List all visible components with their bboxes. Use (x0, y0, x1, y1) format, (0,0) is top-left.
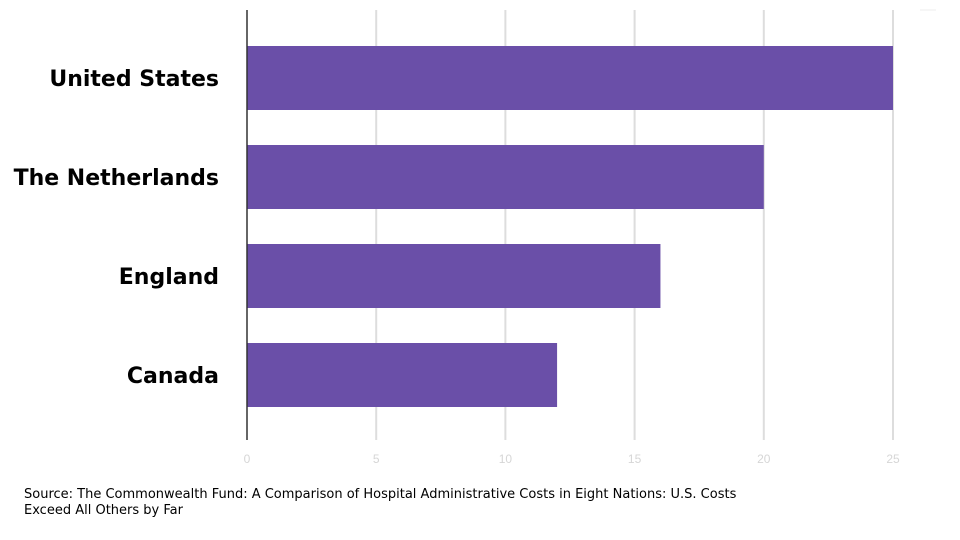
category-label: United States (49, 67, 219, 92)
x-tick-label: 10 (499, 452, 513, 466)
category-label: Canada (127, 364, 219, 389)
x-tick-label: 5 (373, 452, 380, 466)
x-tick-label: 25 (886, 452, 900, 466)
category-label: England (119, 265, 219, 290)
bars (247, 46, 893, 407)
bar (247, 244, 661, 308)
category-label: The Netherlands (14, 166, 219, 191)
x-tick-label: 0 (244, 452, 251, 466)
bar (247, 343, 558, 407)
x-tick-label: 20 (757, 452, 771, 466)
source-note: Source: The Commonwealth Fund: A Compari… (24, 487, 737, 518)
bar (247, 46, 893, 110)
category-labels: United States The Netherlands England Canad… (14, 67, 219, 389)
bar-chart: United States The Netherlands England Canad… (14, 9, 936, 466)
x-tick-labels: 0 5 10 15 20 25 (244, 452, 900, 466)
bar (247, 145, 764, 209)
x-tick-label: 15 (628, 452, 642, 466)
